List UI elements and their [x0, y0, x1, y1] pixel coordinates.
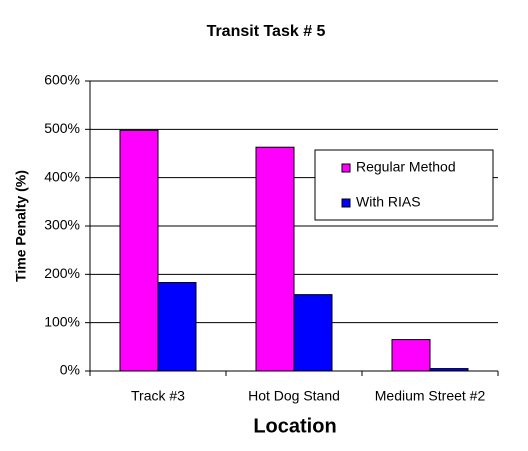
y-tick-label: 200% [44, 265, 80, 281]
y-tick-label: 400% [44, 168, 80, 184]
legend-swatch [341, 198, 351, 208]
legend-label: With RIAS [356, 194, 421, 210]
y-tick-label: 500% [44, 120, 80, 136]
x-tick-label: Hot Dog Stand [248, 388, 340, 404]
x-axis-title: Location [253, 415, 336, 437]
y-tick-label: 300% [44, 217, 80, 233]
bar [255, 146, 295, 372]
bar [391, 339, 431, 372]
legend-label: Regular Method [356, 159, 456, 175]
bar [157, 282, 197, 372]
y-tick-label: 100% [44, 313, 80, 329]
x-tick-label: Medium Street #2 [375, 388, 486, 404]
legend [314, 149, 494, 221]
y-axis-title: Time Penalty (%) [13, 170, 29, 282]
bar [293, 294, 333, 372]
x-tick-label: Track #3 [131, 388, 185, 404]
y-tick-label: 600% [44, 72, 80, 88]
bar [119, 129, 159, 372]
bar [429, 368, 469, 372]
chart-title: Transit Task # 5 [207, 23, 326, 40]
legend-swatch [341, 163, 351, 173]
y-tick-label: 0% [60, 362, 80, 378]
